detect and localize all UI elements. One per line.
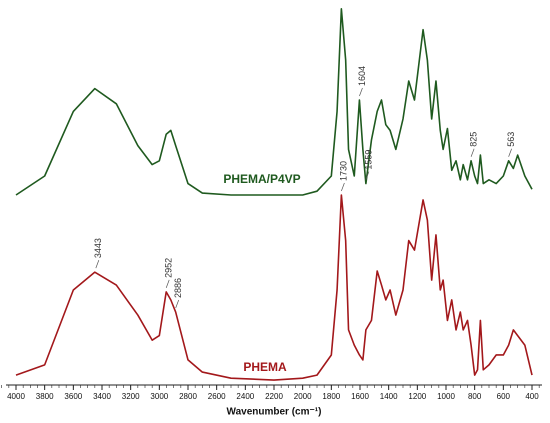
- annotation: 3443: [93, 238, 103, 258]
- x-tick-label: 3400: [93, 392, 111, 401]
- annotation: 2952: [164, 258, 174, 278]
- x-tick-label: 4000: [7, 392, 25, 401]
- x-axis-title: Wavenumber (cm⁻¹): [227, 407, 322, 418]
- x-tick-label: 1800: [322, 392, 340, 401]
- spectrum-line: [15, 8, 533, 196]
- x-tick-label: 3200: [122, 392, 140, 401]
- x-tick-label: 1400: [380, 392, 398, 401]
- x-tick-label: 2600: [208, 392, 226, 401]
- annotation: 1604: [357, 66, 367, 86]
- x-tick-label: 2200: [265, 392, 283, 401]
- spectrum-line: [15, 194, 533, 381]
- annotation: 825: [468, 132, 478, 147]
- annotation-leader: [175, 299, 180, 309]
- series-label: PHEMA/P4VP: [223, 172, 300, 186]
- x-tick-label: 800: [468, 392, 482, 401]
- annotation-leader: [165, 279, 170, 289]
- annotation: 1559: [363, 150, 373, 170]
- x-tick-label: 1600: [351, 392, 369, 401]
- annotation-leader: [365, 171, 370, 180]
- series-label: PHEMA: [243, 360, 287, 374]
- x-tick-label: 3000: [150, 392, 168, 401]
- x-tick-label: 3600: [64, 392, 82, 401]
- annotation-leader: [508, 148, 512, 157]
- x-tick-label: 1000: [437, 392, 455, 401]
- x-tick-label: 1200: [408, 392, 426, 401]
- x-tick-label: 3800: [36, 392, 54, 401]
- x-tick-label: 600: [497, 392, 511, 401]
- annotation-leader: [470, 148, 475, 157]
- annotation-leader: [341, 182, 345, 192]
- annotation-leader: [359, 87, 363, 97]
- x-tick-label: 2000: [294, 392, 312, 401]
- annotation: 2886: [173, 278, 183, 298]
- annotation: 563: [506, 132, 516, 147]
- x-tick-label: 2800: [179, 392, 197, 401]
- annotation: 1730: [339, 161, 349, 181]
- x-tick-label: 400: [525, 392, 539, 401]
- x-tick-label: 2400: [236, 392, 254, 401]
- annotation-leader: [95, 260, 100, 269]
